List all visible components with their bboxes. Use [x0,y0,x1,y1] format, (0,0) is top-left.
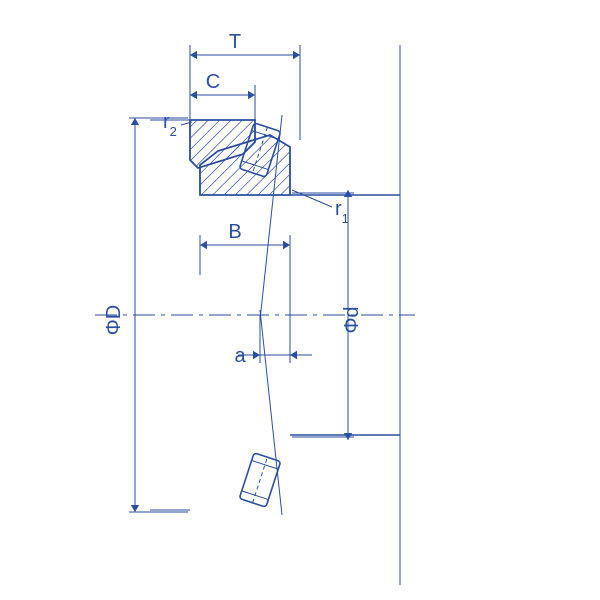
svg-text:r2: r2 [163,111,177,139]
svg-text:C: C [206,71,220,93]
svg-text:B: B [228,221,241,243]
svg-text:Φd: Φd [341,306,363,333]
bearing-diagram: TC Ba r2 r1 ΦD Φd [0,0,600,600]
svg-text:a: a [234,345,246,367]
svg-text:r1: r1 [335,198,349,226]
svg-text:ΦD: ΦD [103,305,125,335]
svg-text:T: T [229,31,241,53]
